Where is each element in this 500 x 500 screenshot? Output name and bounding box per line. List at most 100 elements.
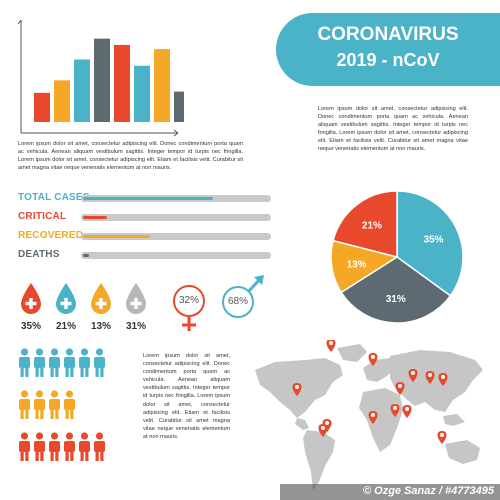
female-percent: 32% (178, 295, 199, 306)
map-pin-dot (329, 341, 333, 345)
stat-fill-1 (83, 216, 108, 219)
map-pin-dot (393, 406, 397, 410)
map-pin-dot (428, 373, 432, 377)
stat-label-1: CRITICAL (18, 211, 67, 222)
pie-chart: 35% 31% 13% 21% (330, 190, 464, 324)
drop-3 (123, 282, 149, 321)
stat-track-1 (81, 214, 271, 221)
x-axis-arrow-b (173, 132, 179, 137)
map-pin-icon (395, 382, 405, 395)
bar-5 (114, 44, 130, 122)
drops-row: 35% 21% 13% 31% (18, 282, 148, 337)
drop-percent-0: 35% (20, 321, 41, 332)
bar-2 (54, 80, 70, 122)
bar-1 (34, 92, 50, 122)
drop-1 (53, 282, 79, 321)
pie-slice-0 (396, 190, 464, 297)
person-icon (48, 390, 61, 425)
map-pin-dot (411, 371, 415, 375)
stat-fill-0 (83, 197, 214, 200)
stat-label-2: RECOVERED (18, 230, 84, 241)
people-description: Lorem ipsum dolor sit amet, consectetur … (143, 353, 230, 440)
pie-slice-1 (340, 256, 452, 324)
person-icon (48, 432, 61, 467)
map-pin-dot (405, 407, 409, 411)
person-icon (63, 348, 76, 383)
stat-track-0 (81, 195, 271, 202)
map-pin-dot (295, 385, 299, 389)
drop-percent-3: 31% (125, 321, 146, 332)
people-pictogram (18, 348, 128, 473)
person-icon (63, 390, 76, 425)
female-stat: 32% (170, 283, 210, 337)
drop-icon (126, 283, 146, 314)
stat-label-3: DEATHS (18, 249, 60, 260)
map-pin-icon (368, 353, 378, 366)
map-pin-icon (368, 411, 378, 424)
pie-label-2: 13% (347, 259, 367, 270)
map-pin-icon (326, 340, 336, 352)
person-icon (33, 390, 46, 425)
map-pin-dot (321, 426, 325, 430)
map-pin-icon (438, 373, 448, 386)
watermark-text: © Ozge Sanaz / #4773495 (362, 485, 494, 497)
pie-slice-3 (332, 190, 398, 258)
drop-percent-1: 21% (55, 321, 76, 332)
map-pin-dot (398, 384, 402, 388)
stat-fill-3 (83, 254, 89, 257)
drop-2 (88, 282, 114, 321)
drop-icon (21, 283, 41, 314)
drop-percent-2: 13% (90, 321, 111, 332)
drop-icon (91, 283, 111, 314)
person-icon (63, 432, 76, 467)
drop-icon (56, 283, 76, 314)
stat-fill-2 (83, 235, 150, 238)
bar-7 (154, 49, 170, 122)
pie-label-3: 21% (362, 221, 382, 232)
map-pin-icon (292, 383, 302, 396)
person-icon (33, 432, 46, 467)
map-pin-icon (318, 424, 328, 437)
stats-panel: TOTAL CASES CRITICAL RECOVERED DEATHS (18, 192, 278, 264)
map-pin-dot (371, 413, 375, 417)
world-map (255, 340, 483, 490)
person-icon (33, 348, 46, 383)
person-icon (93, 432, 106, 467)
person-icon (48, 348, 61, 383)
map-pin-icon (425, 371, 435, 384)
watermark-bar: © Ozge Sanaz / #4773495 (280, 484, 500, 500)
title-banner: CORONAVIRUS 2019 - nCoV (276, 13, 500, 86)
male-stat: 68% (218, 273, 270, 329)
map-pin-dot (371, 355, 375, 359)
bar-chart (17, 20, 184, 137)
map-pin-icon (402, 405, 412, 418)
person-icon (78, 348, 91, 383)
map-pin-dot (440, 433, 444, 437)
map-pin-icon (390, 404, 400, 417)
banner-subtitle: 2019 - nCoV (336, 50, 440, 70)
drop-0 (18, 282, 44, 321)
map-pin-icon (408, 369, 418, 382)
stat-label-0: TOTAL CASES (18, 192, 90, 203)
bar-4 (94, 38, 110, 122)
banner-title: CORONAVIRUS (317, 24, 459, 45)
person-icon (78, 432, 91, 467)
map-pin-icon (437, 431, 447, 444)
stat-track-2 (81, 233, 271, 240)
male-percent: 68% (227, 296, 248, 307)
chart-description: Lorem ipsum dolor sit amet, consectetur … (18, 141, 243, 172)
y-axis-arrow (17, 20, 22, 25)
bar-6 (134, 65, 150, 122)
person-icon (18, 348, 31, 383)
person-icon (18, 390, 31, 425)
bar-3 (74, 59, 90, 122)
intro-text: Lorem ipsum dolor sit amet, consectetur … (318, 106, 468, 153)
map-pin-dot (325, 421, 329, 425)
person-icon (18, 432, 31, 467)
bar-8 (174, 91, 184, 122)
x-axis-arrow-a (173, 129, 179, 134)
pie-label-0: 35% (423, 234, 443, 245)
person-icon (93, 348, 106, 383)
stat-track-3 (81, 252, 271, 259)
pie-label-1: 31% (386, 294, 406, 305)
